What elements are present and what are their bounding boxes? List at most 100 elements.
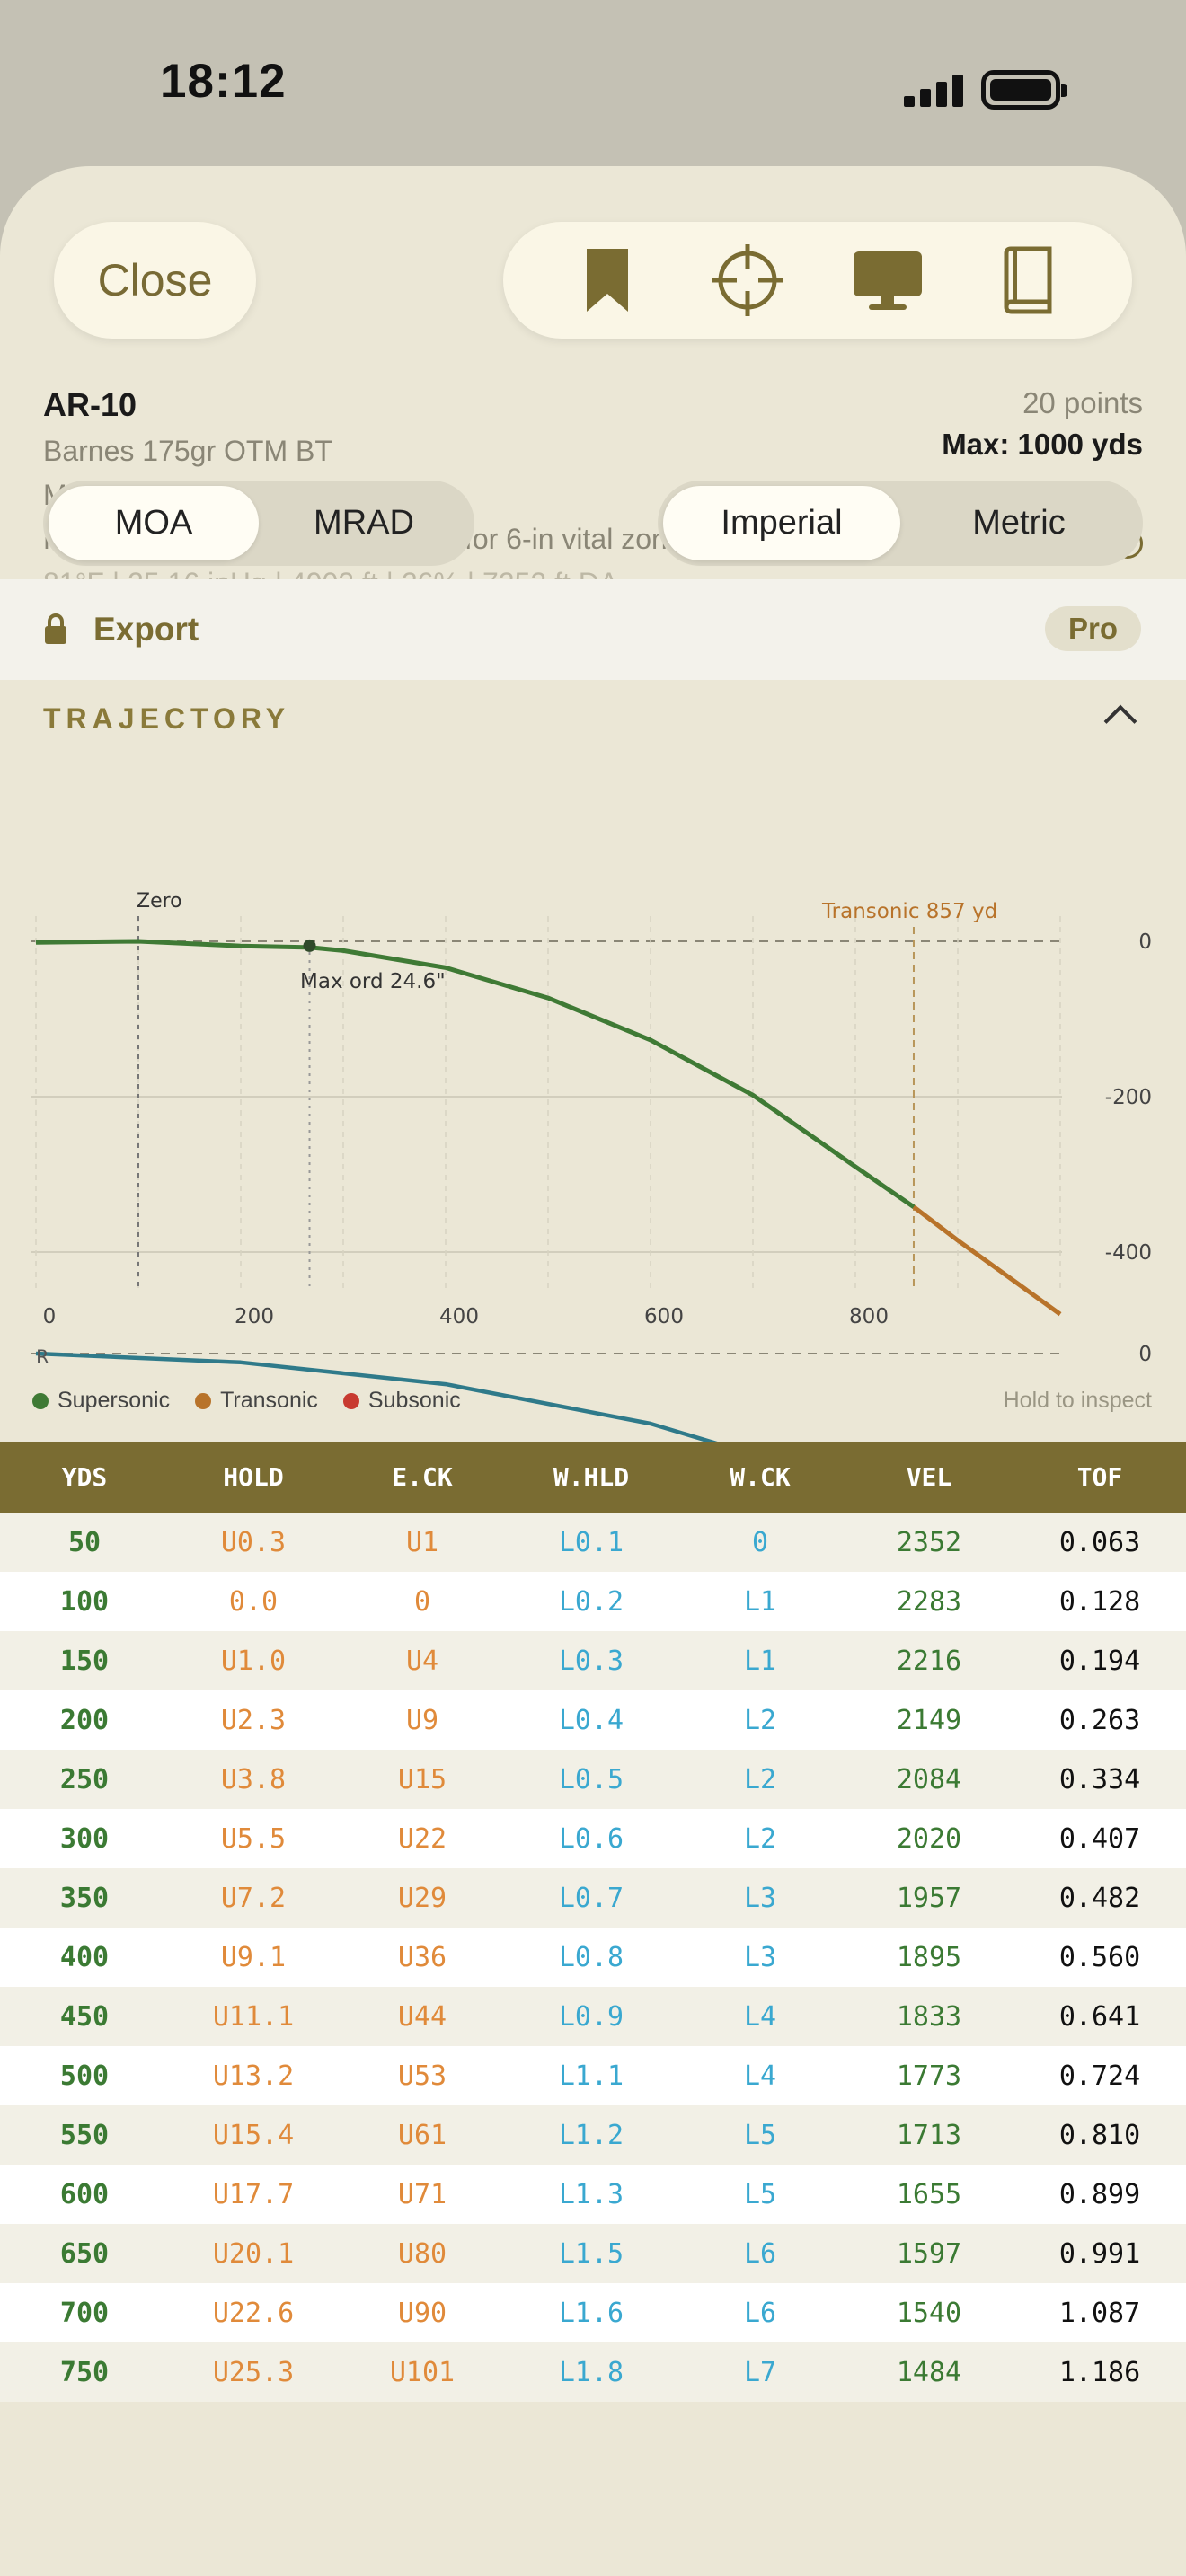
table-cell: 0.0 (228, 1585, 279, 1618)
status-icons (904, 70, 1067, 110)
legend-label: Subsonic (367, 1388, 461, 1413)
column-header-hold: HOLD (223, 1462, 284, 1492)
table-cell: L1.3 (558, 2178, 624, 2210)
table-cell: L6 (743, 2237, 777, 2270)
x-tick-label: 0 (43, 1305, 57, 1328)
table-cell: U11.1 (212, 2000, 295, 2033)
table-cell: 2352 (896, 1526, 962, 1558)
table-row[interactable]: 300 U5.5 U22 L0.6 L2 2020 0.407 (0, 1809, 1186, 1868)
max-ord-point (303, 939, 316, 952)
dope-table: YDS HOLD E.CK W.HLD W.CK VEL TOF 50 U0.3 U1 L0.1 0… (0, 1442, 1186, 2402)
table-cell: 700 (59, 2297, 110, 2329)
tool-group (503, 222, 1132, 339)
x-tick-label: 800 (849, 1305, 889, 1328)
table-cell: 450 (59, 2000, 110, 2033)
table-header: YDS HOLD E.CK W.HLD W.CK VEL TOF (0, 1442, 1186, 1513)
rifle-name: AR-10 (43, 386, 137, 423)
table-row[interactable]: 250 U3.8 U15 L0.5 L2 2084 0.334 (0, 1750, 1186, 1809)
table-cell: 0.641 (1058, 2000, 1141, 2033)
sheet-toolbar: Close (54, 222, 1132, 339)
max-ord-label: Max ord 24.6" (300, 970, 446, 993)
table-cell: 0.334 (1058, 1763, 1141, 1795)
table-cell: U0.3 (220, 1526, 287, 1558)
table-cell: U1.0 (220, 1645, 287, 1677)
unit-option-mrad[interactable]: MRAD (314, 504, 414, 542)
table-row[interactable]: 600 U17.7 U71 L1.3 L5 1655 0.899 (0, 2165, 1186, 2224)
points-count: 20 points (1022, 386, 1143, 419)
table-cell: L1.5 (558, 2237, 624, 2270)
table-cell: U5.5 (220, 1822, 287, 1855)
table-cell: U7.2 (220, 1882, 287, 1914)
table-cell: 100 (59, 1585, 110, 1618)
table-cell: 600 (59, 2178, 110, 2210)
table-body: 50 U0.3 U1 L0.1 0 2352 0.063 100 0.0 0 L0.2 L1 2283 0… (0, 1513, 1186, 2402)
status-bar: 18:12 (0, 0, 1186, 166)
export-row[interactable]: Export Pro (0, 579, 1186, 680)
unit-option-moa[interactable]: MOA (49, 486, 259, 560)
table-cell: L0.9 (558, 2000, 624, 2033)
table-cell: U1 (405, 1526, 439, 1558)
table-row[interactable]: 400 U9.1 U36 L0.8 L3 1895 0.560 (0, 1928, 1186, 1987)
table-cell: 1.186 (1058, 2356, 1141, 2388)
zero-label: Zero (137, 890, 182, 913)
table-cell: U17.7 (212, 2178, 295, 2210)
table-cell: L3 (743, 1941, 777, 1973)
table-cell: 0.128 (1058, 1585, 1141, 1618)
transonic-label: Transonic 857 yd (821, 900, 997, 923)
angle-unit-toggle: MOA MRAD (43, 481, 474, 566)
table-cell: 0 (751, 1526, 769, 1558)
x-tick-label: 600 (644, 1305, 684, 1328)
table-cell: 0.991 (1058, 2237, 1141, 2270)
table-cell: U3.8 (220, 1763, 287, 1795)
table-cell: L0.5 (558, 1763, 624, 1795)
table-cell: L6 (743, 2297, 777, 2329)
table-cell: 2149 (896, 1704, 962, 1736)
column-header-w-ck: W.CK (730, 1462, 791, 1492)
y-tick-label: -200 (1105, 1086, 1152, 1109)
table-cell: 500 (59, 2060, 110, 2092)
legend-dot (195, 1392, 212, 1409)
table-cell: U15.4 (212, 2119, 295, 2151)
wind-y-tick-label: 0 (1138, 1343, 1152, 1366)
table-cell: 200 (59, 1704, 110, 1736)
table-row[interactable]: 450 U11.1 U44 L0.9 L4 1833 0.641 (0, 1987, 1186, 2046)
table-cell: 0.810 (1058, 2119, 1141, 2151)
book-icon[interactable] (987, 240, 1068, 321)
table-row[interactable]: 550 U15.4 U61 L1.2 L5 1713 0.810 (0, 2105, 1186, 2165)
table-cell: U9 (405, 1704, 439, 1736)
table-cell: L4 (743, 2000, 777, 2033)
table-row[interactable]: 350 U7.2 U29 L0.7 L3 1957 0.482 (0, 1868, 1186, 1928)
monitor-icon[interactable] (847, 240, 928, 321)
bookmark-icon[interactable] (567, 240, 648, 321)
column-header-w-hld: W.HLD (553, 1462, 630, 1492)
table-cell: L0.2 (558, 1585, 624, 1618)
table-row[interactable]: 650 U20.1 U80 L1.5 L6 1597 0.991 (0, 2224, 1186, 2283)
table-row[interactable]: 200 U2.3 U9 L0.4 L2 2149 0.263 (0, 1690, 1186, 1750)
table-row[interactable]: 700 U22.6 U90 L1.6 L6 1540 1.087 (0, 2283, 1186, 2342)
system-option-imperial[interactable]: Imperial (663, 486, 900, 560)
table-cell: L7 (743, 2356, 777, 2388)
table-cell: U90 (397, 2297, 447, 2329)
table-cell: 1713 (896, 2119, 962, 2151)
table-cell: 1540 (896, 2297, 962, 2329)
table-cell: 0 (413, 1585, 431, 1618)
table-cell: U61 (397, 2119, 447, 2151)
table-cell: L1.1 (558, 2060, 624, 2092)
trajectory-title: TRAJECTORY (43, 702, 291, 735)
table-cell: U29 (397, 1882, 447, 1914)
system-option-metric[interactable]: Metric (972, 504, 1066, 542)
table-cell: 1484 (896, 2356, 962, 2388)
export-label: Export (93, 611, 199, 648)
close-button[interactable]: Close (54, 222, 256, 339)
table-row[interactable]: 750 U25.3 U101 L1.8 L7 1484 1.186 (0, 2342, 1186, 2402)
table-cell: L2 (743, 1763, 777, 1795)
chart-legend: Supersonic Transonic Subsonic (32, 1388, 461, 1414)
table-row[interactable]: 150 U1.0 U4 L0.3 L1 2216 0.194 (0, 1631, 1186, 1690)
table-row[interactable]: 50 U0.3 U1 L0.1 0 2352 0.063 (0, 1513, 1186, 1572)
table-cell: L1.2 (558, 2119, 624, 2151)
table-row[interactable]: 500 U13.2 U53 L1.1 L4 1773 0.724 (0, 2046, 1186, 2105)
crosshair-icon[interactable] (707, 240, 788, 321)
table-row[interactable]: 100 0.0 0 L0.2 L1 2283 0.128 (0, 1572, 1186, 1631)
ammo-name: Barnes 175gr OTM BT (43, 435, 332, 467)
